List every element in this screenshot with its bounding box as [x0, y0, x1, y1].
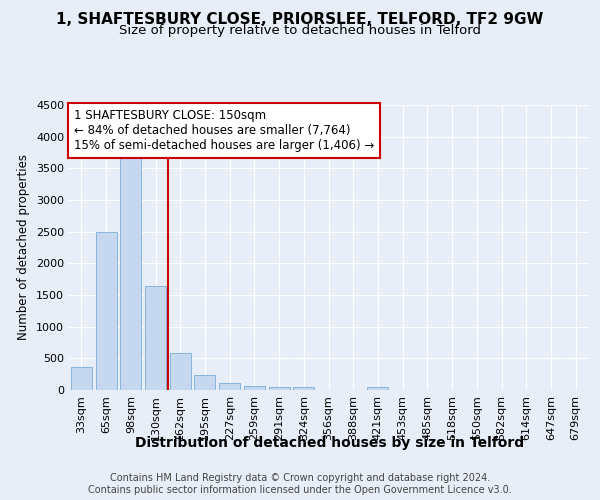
Bar — [120, 152, 141, 390]
Bar — [244, 386, 265, 390]
Bar — [367, 387, 388, 390]
Text: Contains HM Land Registry data © Crown copyright and database right 2024.
Contai: Contains HM Land Registry data © Crown c… — [88, 474, 512, 495]
Bar — [194, 375, 215, 390]
Text: Size of property relative to detached houses in Telford: Size of property relative to detached ho… — [119, 24, 481, 37]
Bar — [170, 352, 191, 390]
Bar — [219, 383, 240, 390]
Text: 1 SHAFTESBURY CLOSE: 150sqm
← 84% of detached houses are smaller (7,764)
15% of : 1 SHAFTESBURY CLOSE: 150sqm ← 84% of det… — [74, 110, 374, 152]
Bar — [71, 366, 92, 390]
Y-axis label: Number of detached properties: Number of detached properties — [17, 154, 31, 340]
Text: Distribution of detached houses by size in Telford: Distribution of detached houses by size … — [136, 436, 524, 450]
Bar — [269, 387, 290, 390]
Bar — [145, 286, 166, 390]
Text: 1, SHAFTESBURY CLOSE, PRIORSLEE, TELFORD, TF2 9GW: 1, SHAFTESBURY CLOSE, PRIORSLEE, TELFORD… — [56, 12, 544, 28]
Bar — [293, 387, 314, 390]
Bar — [95, 232, 116, 390]
